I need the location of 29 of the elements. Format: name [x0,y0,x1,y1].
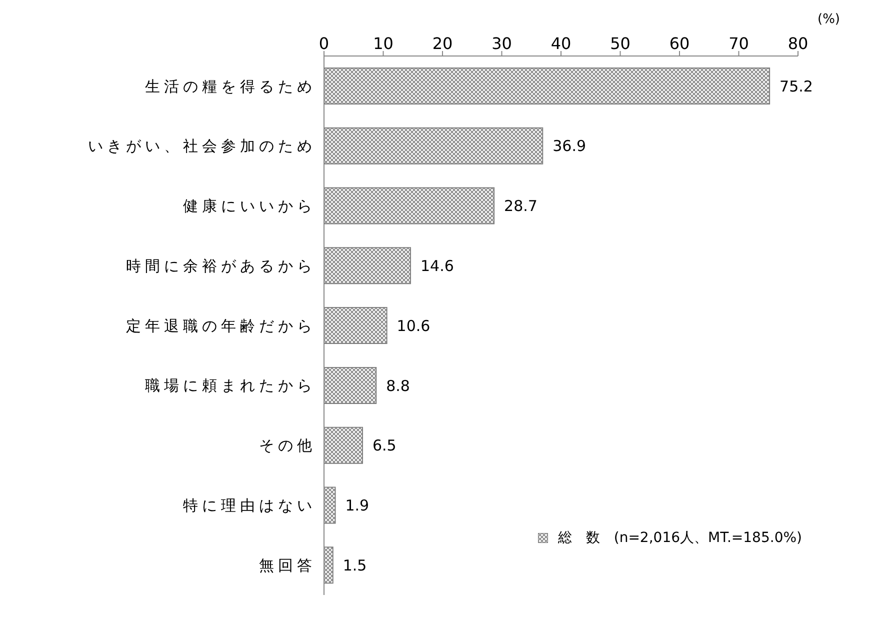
x-tick-label: 60 [669,34,690,53]
data-label: 1.9 [345,496,370,515]
data-label: 28.7 [504,197,538,216]
y-tick-label: 生活の糧を得るため [145,77,316,96]
y-tick-label: 定年退職の年齢だから [126,316,316,335]
x-tick-label: 30 [492,34,512,53]
x-tick-label: 0 [318,34,330,53]
y-tick-label: 無回答 [259,556,316,574]
data-label: 8.8 [386,376,410,395]
x-tick-label: 50 [610,34,630,53]
data-label: 6.5 [372,436,396,455]
legend-label: 総 数 (n=2,016人、MT.=185.0%) [558,529,802,547]
y-tick-label: いきがい、社会参加のため [88,137,316,156]
x-tick-label: 40 [550,34,572,53]
data-label: 36.9 [552,137,586,156]
data-label: 1.5 [342,556,367,574]
data-label: 75.2 [780,77,813,96]
y-tick-label: 時間に余裕があるから [126,256,316,275]
x-tick-label: 20 [432,34,453,53]
x-tick-label: 70 [728,34,749,53]
x-tick-label: 10 [373,34,394,53]
x-tick-label: 80 [788,34,808,53]
y-tick-label: 健康にいいから [183,197,316,216]
data-label: 14.6 [420,256,454,275]
data-label: 10.6 [396,316,430,335]
x-axis-title: (%) [818,12,840,28]
y-tick-label: 特に理由はない [183,496,316,514]
y-tick-label: その他 [259,436,316,455]
y-tick-label: 職場に頼まれたから [145,376,316,395]
